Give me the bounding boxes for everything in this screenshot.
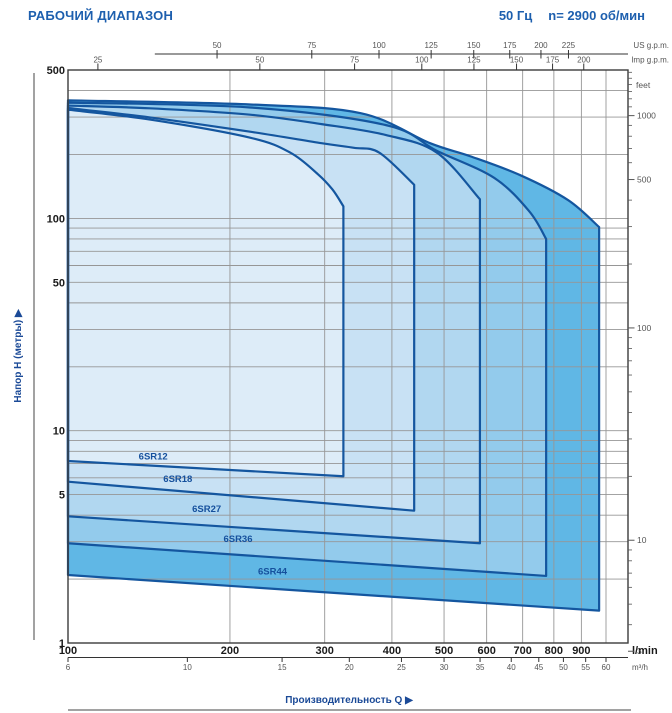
- svg-text:20: 20: [345, 663, 354, 672]
- svg-text:5: 5: [59, 490, 65, 502]
- svg-text:800: 800: [545, 645, 563, 657]
- axis-lpm: 100 200 300 400 500 600 700 800 900 l/min: [59, 645, 658, 657]
- svg-text:6SR27: 6SR27: [192, 504, 221, 515]
- svg-text:6: 6: [66, 663, 71, 672]
- operating-conditions: 50 Гц n= 2900 об/мин: [499, 8, 645, 23]
- svg-text:100: 100: [59, 645, 77, 657]
- axis-m3h: 6 10 15 20 25 30 35 40 45 50 55 60 m³/h: [66, 657, 648, 672]
- svg-text:55: 55: [581, 663, 590, 672]
- plot-border: [67, 69, 629, 644]
- grid-layer: [68, 70, 628, 643]
- svg-text:75: 75: [307, 41, 316, 50]
- svg-text:500: 500: [47, 65, 65, 77]
- speed-label: n= 2900 об/мин: [548, 8, 645, 23]
- svg-text:500: 500: [435, 645, 453, 657]
- svg-text:50: 50: [255, 56, 264, 65]
- svg-text:400: 400: [383, 645, 401, 657]
- svg-text:Производительность Q ▶: Производительность Q ▶: [285, 695, 414, 706]
- svg-text:60: 60: [602, 663, 611, 672]
- svg-text:200: 200: [221, 645, 239, 657]
- svg-text:35: 35: [476, 663, 485, 672]
- svg-text:125: 125: [467, 56, 481, 65]
- svg-text:225: 225: [562, 41, 576, 50]
- axis-feet: feet 1000 500 100 10 3: [628, 71, 656, 656]
- svg-text:30: 30: [440, 663, 449, 672]
- svg-text:1000: 1000: [637, 111, 656, 121]
- svg-text:10: 10: [637, 535, 647, 545]
- svg-text:150: 150: [510, 56, 524, 65]
- svg-text:10: 10: [183, 663, 192, 672]
- axis-titles: Напор H (метры) ▶ Производительность Q ▶: [13, 73, 631, 711]
- svg-text:1: 1: [59, 638, 65, 650]
- svg-text:600: 600: [477, 645, 495, 657]
- series-labels: 6SR12 6SR18 6SR27 6SR36 6SR44: [139, 451, 288, 577]
- svg-text:900: 900: [572, 645, 590, 657]
- svg-text:125: 125: [424, 41, 438, 50]
- axis-metres: 500 100 50 10 5 1: [47, 65, 65, 650]
- svg-text:100: 100: [47, 213, 65, 225]
- svg-text:500: 500: [637, 175, 651, 185]
- svg-text:6SR44: 6SR44: [258, 567, 288, 578]
- svg-text:100: 100: [372, 41, 386, 50]
- svg-text:25: 25: [397, 663, 406, 672]
- svg-text:US g.p.m.: US g.p.m.: [633, 41, 669, 50]
- svg-text:l/min: l/min: [632, 645, 658, 657]
- svg-text:Imp g.p.m.: Imp g.p.m.: [631, 56, 669, 65]
- svg-text:m³/h: m³/h: [632, 663, 648, 672]
- svg-text:150: 150: [467, 41, 481, 50]
- svg-text:Напор H (метры) ▶: Напор H (метры) ▶: [13, 308, 24, 403]
- svg-text:feet: feet: [636, 80, 651, 90]
- svg-text:175: 175: [503, 41, 517, 50]
- svg-text:25: 25: [93, 56, 102, 65]
- frequency-label: 50 Гц: [498, 8, 533, 23]
- svg-text:50: 50: [559, 663, 568, 672]
- svg-text:40: 40: [507, 663, 516, 672]
- svg-text:200: 200: [577, 56, 591, 65]
- svg-text:200: 200: [534, 41, 548, 50]
- svg-text:50: 50: [213, 41, 222, 50]
- svg-text:10: 10: [53, 426, 65, 438]
- svg-text:175: 175: [546, 56, 560, 65]
- svg-text:6SR18: 6SR18: [163, 474, 192, 485]
- axis-imp-gpm: 25 50 75 100 125 150 175 200 Imp g.p.m.: [93, 56, 669, 70]
- page-title: РАБОЧИЙ ДИАПАЗОН: [28, 8, 174, 23]
- svg-text:6SR36: 6SR36: [223, 534, 252, 545]
- svg-text:75: 75: [350, 56, 359, 65]
- svg-text:50: 50: [53, 277, 65, 289]
- svg-text:3: 3: [637, 646, 642, 656]
- axis-us-gpm: 50 75 100 125 150 175 200 225 US g.p.m.: [154, 41, 669, 59]
- svg-text:700: 700: [513, 645, 531, 657]
- svg-text:100: 100: [637, 323, 651, 333]
- svg-text:100: 100: [415, 56, 429, 65]
- svg-text:15: 15: [278, 663, 287, 672]
- svg-text:300: 300: [316, 645, 334, 657]
- series-borders: [66, 99, 601, 612]
- svg-text:6SR12: 6SR12: [139, 451, 168, 462]
- svg-text:45: 45: [534, 663, 543, 672]
